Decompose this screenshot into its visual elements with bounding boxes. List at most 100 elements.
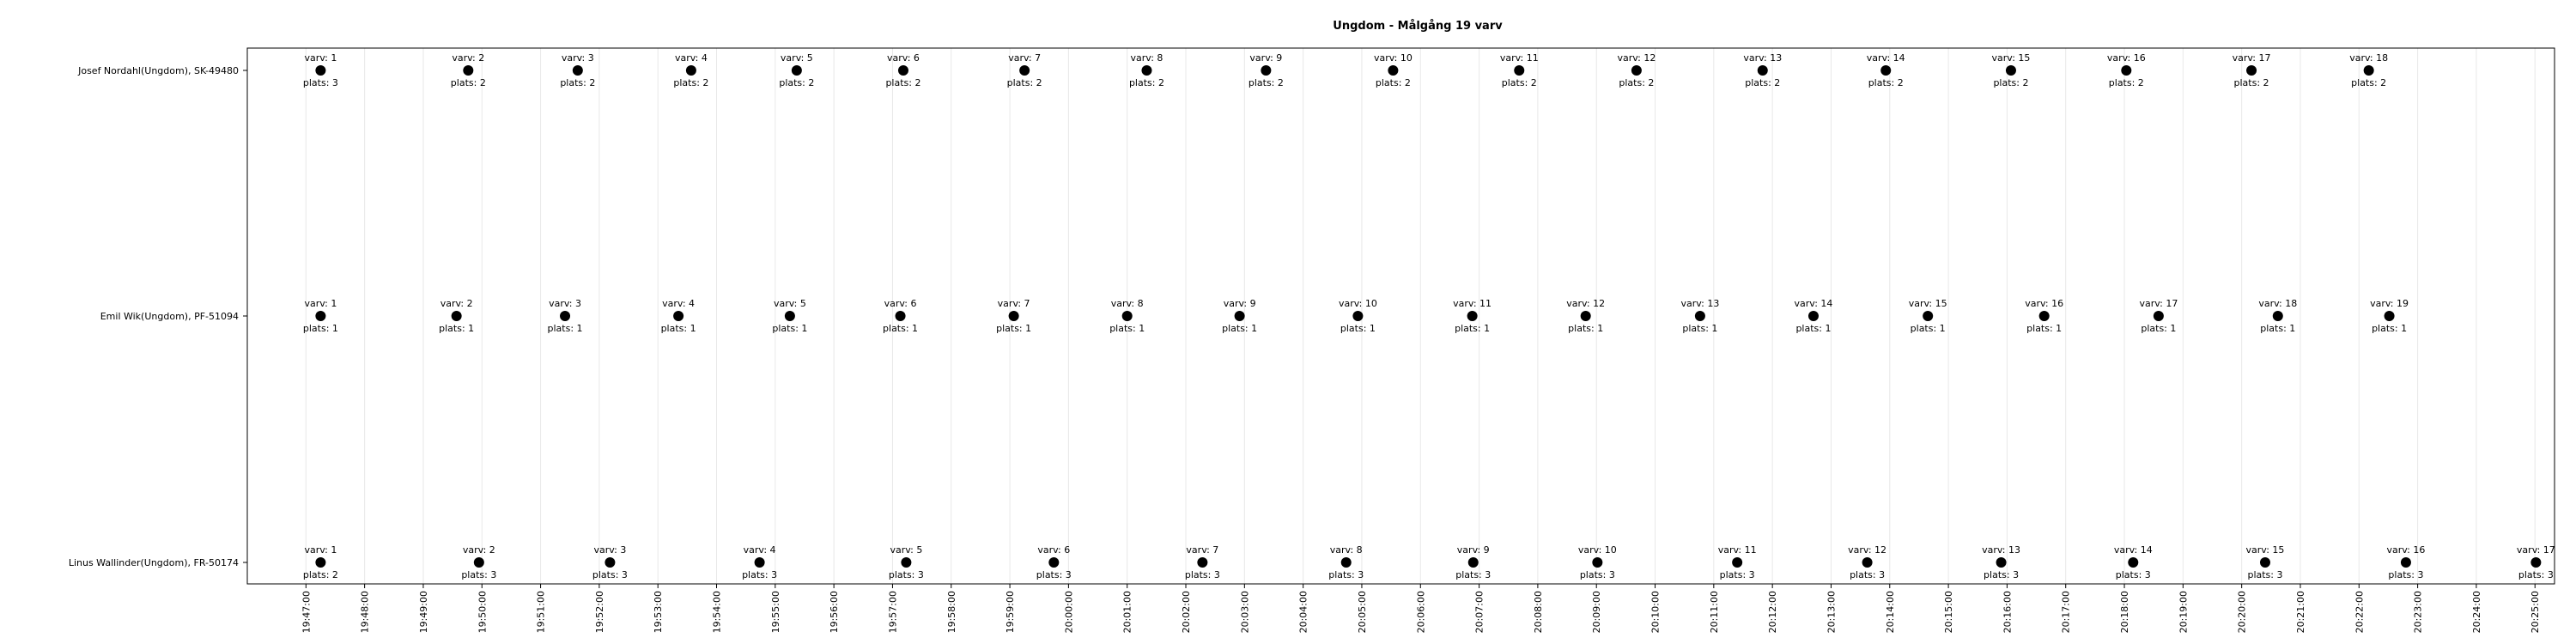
lap-label: varv: 18 (2258, 298, 2297, 309)
data-point-group: varv: 16 plats: 2 (2107, 52, 2146, 88)
data-point (1862, 557, 1873, 568)
x-tick-label: 19:58:00 (946, 591, 957, 633)
place-label: plats: 1 (1682, 323, 1717, 334)
place-label: plats: 3 (742, 569, 777, 580)
lap-label: varv: 9 (1224, 298, 1256, 309)
place-label: plats: 2 (779, 77, 814, 88)
data-point (315, 311, 326, 321)
lap-label: varv: 1 (304, 298, 337, 309)
lap-label: varv: 1 (304, 544, 337, 556)
data-point-group: varv: 14 plats: 3 (2114, 544, 2153, 580)
lap-label: varv: 12 (1617, 52, 1656, 64)
place-label: plats: 1 (2026, 323, 2062, 334)
data-point-group: varv: 19 plats: 1 (2370, 298, 2409, 334)
data-point-group: varv: 12 plats: 2 (1617, 52, 1656, 88)
data-point-group: varv: 1 plats: 2 (303, 544, 338, 580)
lap-label: varv: 1 (304, 52, 337, 64)
data-point-group: varv: 1 plats: 3 (303, 52, 338, 88)
x-tick-label: 19:54:00 (712, 591, 723, 633)
data-point-group: varv: 15 plats: 1 (1909, 298, 1947, 334)
x-tick-label: 19:48:00 (360, 591, 371, 633)
data-point (1580, 311, 1591, 321)
lap-label: varv: 11 (1453, 298, 1492, 309)
data-point-group: varv: 15 plats: 2 (1992, 52, 2031, 88)
place-label: plats: 2 (1993, 77, 2028, 88)
x-tick-label: 20:00:00 (1063, 591, 1074, 633)
data-point-group: varv: 5 plats: 3 (889, 544, 924, 580)
data-point-group: varv: 7 plats: 1 (996, 298, 1031, 334)
data-point (2153, 311, 2164, 321)
data-point-group: varv: 5 plats: 1 (772, 298, 807, 334)
place-label: plats: 1 (1568, 323, 1603, 334)
x-tick-label: 19:51:00 (536, 591, 547, 633)
place-label: plats: 3 (1036, 569, 1072, 580)
x-tick-label: 20:19:00 (2178, 591, 2189, 633)
data-point (1467, 557, 1479, 568)
place-label: plats: 1 (1109, 323, 1145, 334)
lap-label: varv: 7 (1008, 52, 1041, 64)
data-point (1694, 311, 1705, 321)
place-label: plats: 3 (1455, 569, 1491, 580)
y-axis-labels: Josef Nordahl(Ungdom), SK-49480 Emil Wik(… (69, 65, 247, 568)
place-label: plats: 3 (1580, 569, 1615, 580)
place-label: plats: 1 (772, 323, 807, 334)
data-point-group: varv: 13 plats: 2 (1743, 52, 1782, 88)
x-tick-label: 20:20:00 (2237, 591, 2248, 633)
data-point (451, 311, 462, 321)
data-point (1008, 311, 1019, 321)
lap-label: varv: 14 (1867, 52, 1905, 64)
lap-label: varv: 15 (2246, 544, 2285, 556)
data-point-group: varv: 8 plats: 1 (1109, 298, 1145, 334)
lap-label: varv: 4 (744, 544, 776, 556)
data-point-group: varv: 4 plats: 1 (661, 298, 696, 334)
x-tick-label: 19:55:00 (770, 591, 781, 633)
lap-label: varv: 3 (593, 544, 626, 556)
place-label: plats: 2 (1619, 77, 1654, 88)
data-point (1048, 557, 1060, 568)
y-tick-label: Linus Wallinder(Ungdom), FR-50174 (69, 557, 239, 568)
data-point (2128, 557, 2139, 568)
data-point-group: varv: 18 plats: 1 (2258, 298, 2297, 334)
place-label: plats: 3 (461, 569, 496, 580)
data-point (791, 65, 802, 76)
place-label: plats: 3 (592, 569, 628, 580)
lap-label: varv: 16 (2107, 52, 2146, 64)
data-point-group: varv: 7 plats: 3 (1185, 544, 1220, 580)
data-point-group: varv: 9 plats: 3 (1455, 544, 1491, 580)
data-point (1996, 557, 2007, 568)
place-label: plats: 3 (1720, 569, 1755, 580)
data-point (1141, 65, 1152, 76)
data-point-group: varv: 6 plats: 3 (1036, 544, 1072, 580)
data-point-group: varv: 3 plats: 1 (548, 298, 583, 334)
data-point-group: varv: 17 plats: 3 (2517, 544, 2555, 580)
data-point-group: varv: 18 plats: 2 (2349, 52, 2388, 88)
x-tick-label: 20:24:00 (2471, 591, 2482, 633)
lap-label: varv: 3 (562, 52, 594, 64)
x-tick-label: 19:53:00 (653, 591, 664, 633)
place-label: plats: 1 (2372, 323, 2407, 334)
data-point-group: varv: 6 plats: 1 (883, 298, 918, 334)
data-point-group: varv: 11 plats: 1 (1453, 298, 1492, 334)
lap-label: varv: 6 (884, 298, 917, 309)
x-tick-label: 20:23:00 (2413, 591, 2424, 633)
data-point-group: varv: 2 plats: 1 (439, 298, 474, 334)
data-point-group: varv: 12 plats: 3 (1848, 544, 1886, 580)
lap-label: varv: 8 (1131, 52, 1163, 64)
x-tick-label: 20:04:00 (1298, 591, 1309, 633)
place-label: plats: 3 (2116, 569, 2151, 580)
lap-label: varv: 7 (1186, 544, 1218, 556)
lap-label: varv: 12 (1566, 298, 1605, 309)
place-label: plats: 3 (2247, 569, 2282, 580)
x-tick-label: 20:06:00 (1415, 591, 1426, 633)
place-label: plats: 3 (1984, 569, 2019, 580)
data-point-group: varv: 15 plats: 3 (2246, 544, 2285, 580)
place-label: plats: 2 (1868, 77, 1904, 88)
data-point-group: varv: 9 plats: 2 (1249, 52, 1284, 88)
lap-label: varv: 17 (2139, 298, 2178, 309)
lap-label: varv: 4 (675, 52, 708, 64)
place-label: plats: 3 (303, 77, 338, 88)
data-point (1121, 311, 1133, 321)
data-point (572, 65, 583, 76)
lap-label: varv: 5 (774, 298, 806, 309)
data-point-group: varv: 11 plats: 3 (1718, 544, 1757, 580)
